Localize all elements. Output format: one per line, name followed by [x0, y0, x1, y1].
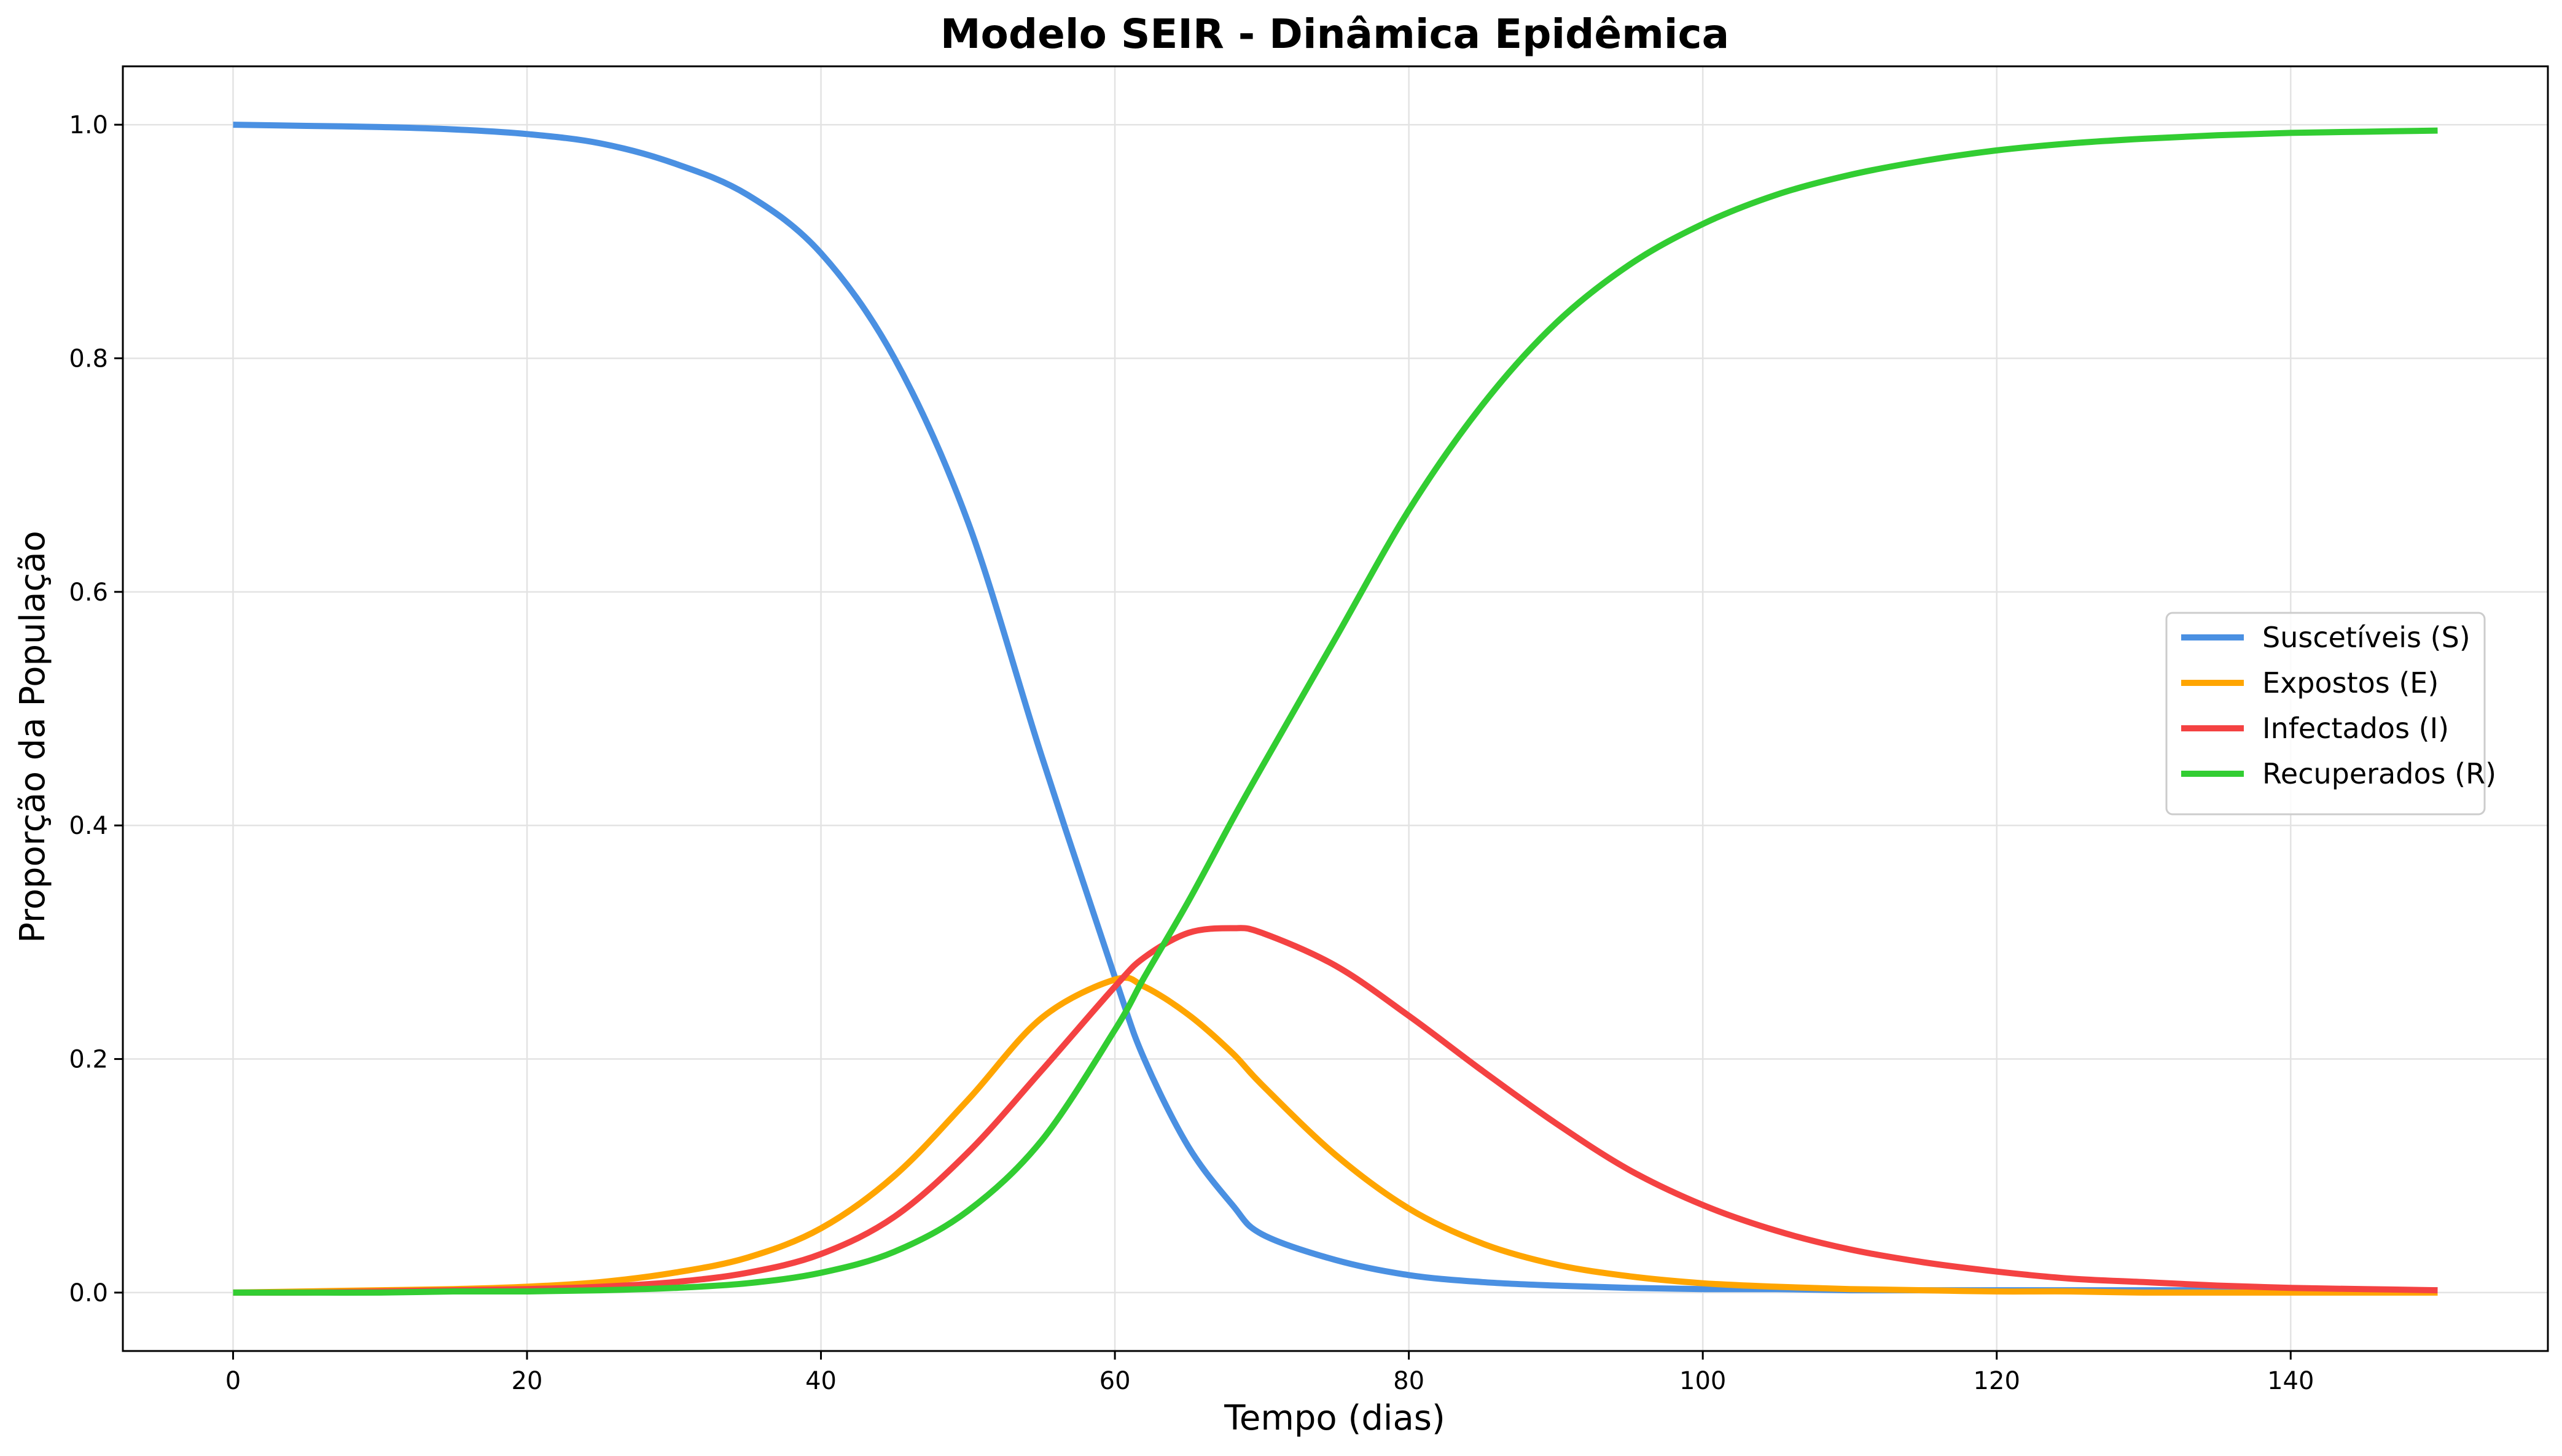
series-line-infectados-i	[233, 925, 2438, 1296]
chart-title: Modelo SEIR - Dinâmica Epidêmica	[940, 10, 1729, 58]
x-tick-label: 140	[2267, 1367, 2314, 1395]
series-line-expostos-e	[233, 975, 2438, 1296]
x-tick-label: 40	[805, 1367, 837, 1395]
x-tick-label: 0	[225, 1367, 241, 1395]
x-tick-label: 80	[1393, 1367, 1424, 1395]
series-line-recuperados-r	[233, 127, 2438, 1296]
axis-ticks: 0 20 40 60 80 100 120 140 0.0 0.2 0.4 0.6 0.8 1.0	[69, 111, 2314, 1395]
series-lines	[233, 122, 2438, 1296]
legend-label-expostos-e: Expostos (E)	[2262, 666, 2439, 699]
x-axis-label: Tempo (dias)	[1224, 1398, 1445, 1438]
legend: Suscetíveis (S) Expostos (E) Infectados (I…	[2165, 612, 2496, 816]
x-tick-label: 20	[512, 1367, 543, 1395]
x-tick-label: 120	[1974, 1367, 2020, 1395]
x-tick-label: 60	[1099, 1367, 1131, 1395]
y-tick-label: 1.0	[69, 111, 108, 139]
legend-label-suscetiveis-s: Suscetíveis (S)	[2262, 621, 2470, 654]
y-axis-label: Proporção da População	[13, 531, 53, 943]
y-tick-label: 0.4	[69, 812, 108, 840]
y-tick-label: 0.2	[69, 1046, 108, 1074]
legend-box	[2165, 612, 2486, 816]
y-tick-label: 0.0	[69, 1279, 108, 1307]
plot-frame	[122, 65, 2549, 1352]
y-tick-label: 0.6	[69, 578, 108, 607]
legend-label-recuperados-r: Recuperados (R)	[2262, 757, 2496, 790]
legend-label-infectados-i: Infectados (I)	[2262, 712, 2449, 745]
y-tick-label: 0.8	[69, 345, 108, 373]
x-tick-label: 100	[1679, 1367, 1726, 1395]
